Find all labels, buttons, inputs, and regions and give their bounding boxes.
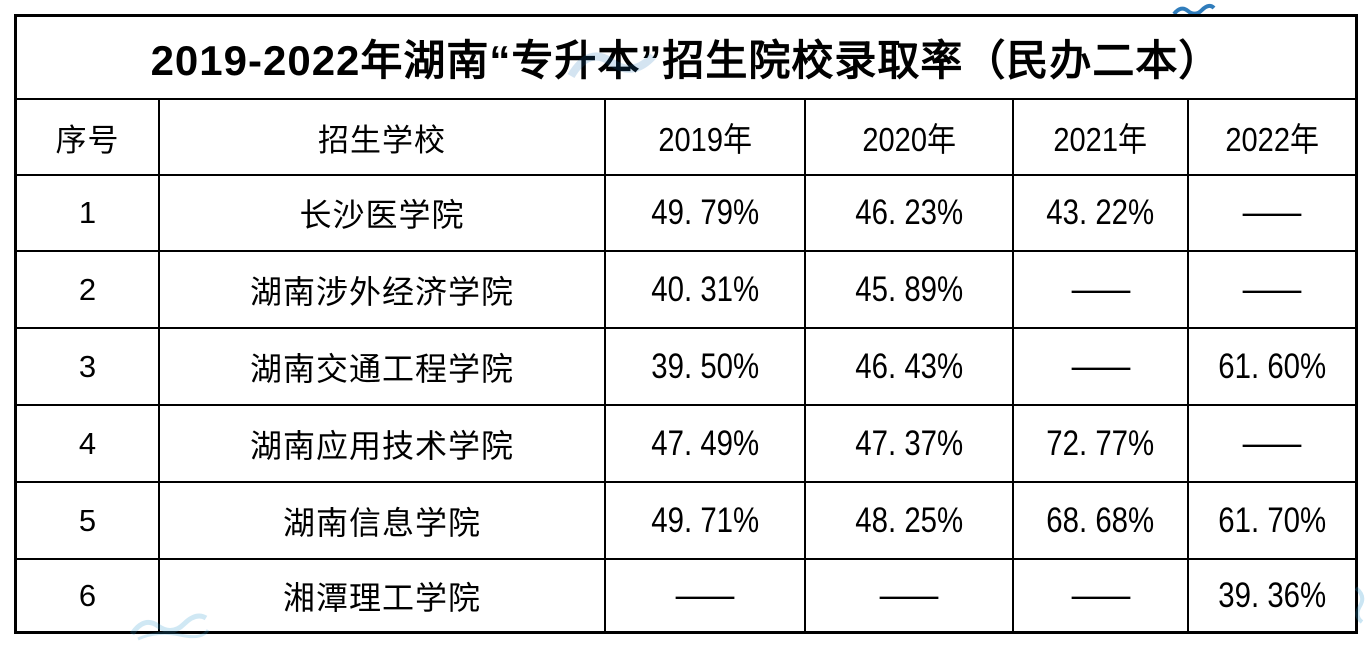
header-cell-2020: 2020年 [806,100,1012,174]
rate-value: 46. 43% [855,346,963,386]
cell-school-name: 湖南交通工程学院 [160,329,604,404]
cell-rate-2019: 49. 79% [606,176,804,250]
header-label: 2022年 [1225,121,1319,158]
cell-rate-2020: —— [806,560,1012,631]
cell-row-index: 1 [17,176,158,250]
row-index: 3 [78,348,97,384]
rate-value: —— [1242,193,1302,232]
cell-rate-2021: 43. 22% [1014,176,1187,250]
cell-row-index: 6 [17,560,158,631]
header-cell-2019: 2019年 [606,100,804,174]
cell-row-index: 2 [17,252,158,327]
rate-value: 61. 70% [1218,500,1326,540]
school-name: 长沙医学院 [299,197,465,233]
cell-rate-2022: 61. 70% [1189,483,1355,558]
school-name: 湖南涉外经济学院 [249,273,514,310]
header-label: 2021年 [1053,121,1148,158]
admission-rate-table: 2019-2022年湖南“专升本”招生院校录取率（民办二本） 序号 招生学校 2… [14,14,1358,634]
header-label: 2019年 [658,121,752,158]
row-index: 1 [78,195,97,230]
school-name: 湖南交通工程学院 [249,350,514,387]
cell-school-name: 湖南应用技术学院 [160,406,604,481]
header-cell-index: 序号 [17,100,158,174]
cell-school-name: 湖南涉外经济学院 [160,252,604,327]
row-index: 5 [78,502,97,538]
header-label: 2020年 [862,121,956,158]
school-name: 湖南信息学院 [282,504,481,541]
header-cell-2021: 2021年 [1014,100,1187,174]
cell-rate-2019: 47. 49% [606,406,804,481]
cell-rate-2020: 46. 43% [806,329,1012,404]
row-index: 2 [78,271,97,307]
cell-row-index: 4 [17,406,158,481]
rate-value: 39. 36% [1218,575,1326,615]
header-label: 序号 [55,122,120,158]
cell-rate-2019: 40. 31% [606,252,804,327]
row-index: 6 [78,577,97,613]
cell-rate-2020: 47. 37% [806,406,1012,481]
cell-rate-2021: —— [1014,329,1187,404]
cell-rate-2020: 46. 23% [806,176,1012,250]
cell-school-name: 湘潭理工学院 [160,560,604,631]
cell-rate-2022: —— [1189,176,1355,250]
rate-value: —— [1242,269,1302,309]
rate-value: 43. 22% [1046,193,1155,232]
cell-rate-2022: 39. 36% [1189,560,1355,631]
rate-value: —— [675,575,735,615]
rate-value: —— [1071,346,1130,386]
rate-value: —— [1071,575,1130,615]
school-name: 湘潭理工学院 [282,579,481,616]
rate-value: —— [1242,423,1302,463]
rate-value: —— [879,575,939,615]
cell-rate-2019: 39. 50% [606,329,804,404]
cell-rate-2021: —— [1014,252,1187,327]
cell-rate-2021: 72. 77% [1014,406,1187,481]
school-name: 湖南应用技术学院 [249,427,514,464]
row-index: 4 [78,425,97,461]
rate-value: 68. 68% [1046,500,1155,540]
cell-row-index: 5 [17,483,158,558]
rate-value: 49. 71% [651,500,759,540]
cell-school-name: 湖南信息学院 [160,483,604,558]
cell-rate-2022: —— [1189,406,1355,481]
rate-value: 49. 79% [651,193,759,232]
rate-value: —— [1071,269,1130,309]
rate-value: 45. 89% [855,269,963,309]
table-title: 2019-2022年湖南“专升本”招生院校录取率（民办二本） [17,17,1355,98]
cell-rate-2020: 48. 25% [806,483,1012,558]
cell-rate-2019: 49. 71% [606,483,804,558]
rate-value: 47. 37% [855,423,963,463]
rate-value: 47. 49% [651,423,759,463]
rate-value: 48. 25% [855,500,963,540]
header-label: 招生学校 [318,122,446,158]
rate-value: 61. 60% [1218,346,1326,386]
header-cell-2022: 2022年 [1189,100,1355,174]
rate-value: 39. 50% [651,346,759,386]
header-cell-school: 招生学校 [160,100,604,174]
cell-rate-2022: —— [1189,252,1355,327]
rate-value: 46. 23% [855,193,963,232]
cell-rate-2019: —— [606,560,804,631]
cell-rate-2021: 68. 68% [1014,483,1187,558]
cell-rate-2020: 45. 89% [806,252,1012,327]
rate-value: 40. 31% [651,269,759,309]
cell-rate-2021: —— [1014,560,1187,631]
cell-school-name: 长沙医学院 [160,176,604,250]
cell-rate-2022: 61. 60% [1189,329,1355,404]
rate-value: 72. 77% [1046,423,1155,463]
cell-row-index: 3 [17,329,158,404]
